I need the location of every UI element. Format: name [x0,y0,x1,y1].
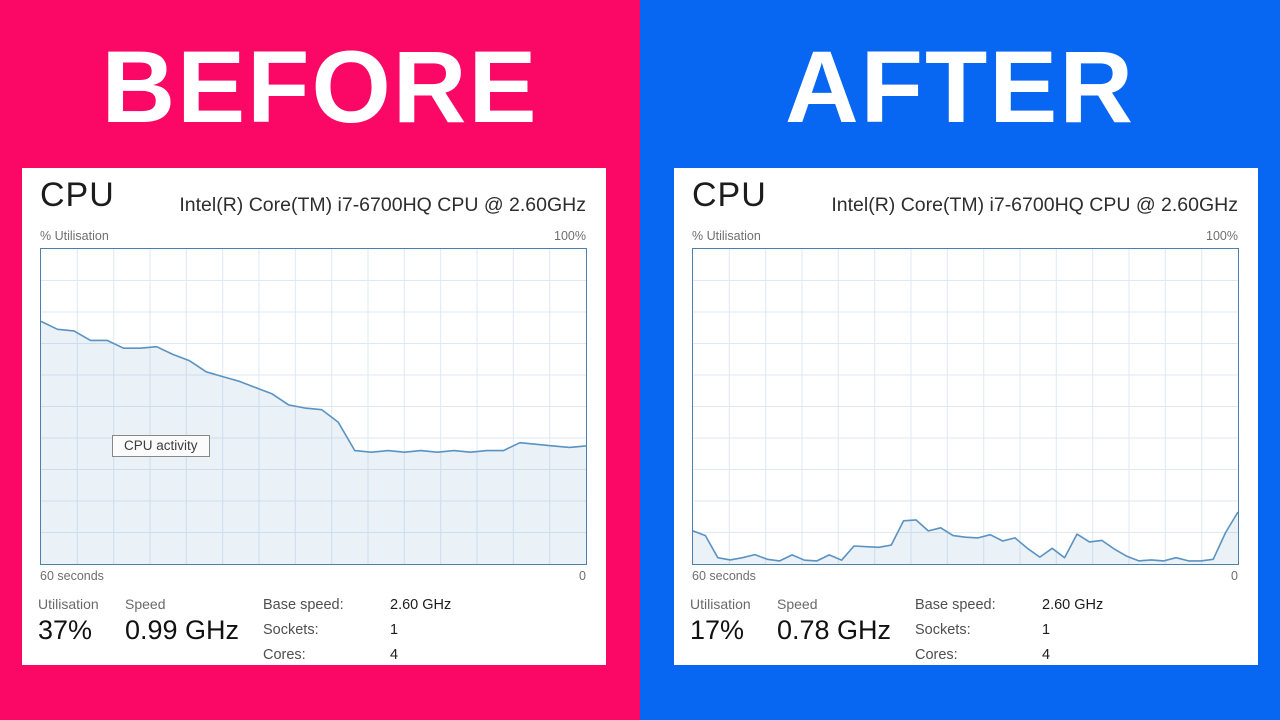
speed-value: 0.99 GHz [125,615,240,645]
cpu-usage-graph[interactable]: CPU activity [40,248,587,565]
before-section: BEFORE CPU Intel(R) Core(TM) i7-6700HQ C… [0,0,640,720]
detail-label: Cores: [263,647,306,663]
axis-label-0: 0 [579,569,586,583]
graph-top-axis: % Utilisation 100% [692,229,1238,243]
cpu-activity-tooltip: CPU activity [112,435,210,457]
detail-value: 1 [390,622,399,638]
utilisation-label: Utilisation [690,596,751,612]
axis-label-max: 100% [1206,229,1238,243]
utilisation-value: 37% [38,615,93,645]
cpu-model: Intel(R) Core(TM) i7-6700HQ CPU @ 2.60GH… [179,194,586,216]
detail-value: 4 [390,647,399,663]
speed-label: Speed [125,596,166,612]
usage-chart-svg [41,249,586,564]
detail-value: 2.60 GHz [1042,597,1104,613]
detail-value: 2.60 GHz [390,597,452,613]
after-section: AFTER CPU Intel(R) Core(TM) i7-6700HQ CP… [640,0,1280,720]
cpu-details: Base speed: 2.60 GHz Sockets: 1 Cores: 4 [915,597,1103,672]
speed-value: 0.78 GHz [777,615,892,645]
axis-label-0: 0 [1231,569,1238,583]
cpu-model: Intel(R) Core(TM) i7-6700HQ CPU @ 2.60GH… [831,194,1238,216]
detail-value: 1 [1042,622,1051,638]
detail-label: Base speed: [263,597,344,613]
detail-label: Sockets: [915,622,971,638]
before-heading: BEFORE [101,30,539,144]
utilisation-value: 17% [690,615,745,645]
graph-bottom-axis: 60 seconds 0 [40,569,586,583]
detail-label: Cores: [915,647,958,663]
detail-label: Sockets: [263,622,319,638]
cpu-title: CPU [692,176,767,214]
axis-label-max: 100% [554,229,586,243]
detail-value: 4 [1042,647,1051,663]
before-cpu-panel: CPU Intel(R) Core(TM) i7-6700HQ CPU @ 2.… [22,168,606,665]
axis-label-60s: 60 seconds [692,569,756,583]
cpu-title: CPU [40,176,115,214]
cpu-usage-graph[interactable] [692,248,1239,565]
axis-label-utilisation: % Utilisation [40,229,109,243]
usage-chart-svg [693,249,1238,564]
graph-bottom-axis: 60 seconds 0 [692,569,1238,583]
speed-label: Speed [777,596,818,612]
graph-top-axis: % Utilisation 100% [40,229,586,243]
after-heading: AFTER [785,30,1135,144]
axis-label-utilisation: % Utilisation [692,229,761,243]
after-cpu-panel: CPU Intel(R) Core(TM) i7-6700HQ CPU @ 2.… [674,168,1258,665]
utilisation-label: Utilisation [38,596,99,612]
cpu-details: Base speed: 2.60 GHz Sockets: 1 Cores: 4 [263,597,451,672]
detail-label: Base speed: [915,597,996,613]
axis-label-60s: 60 seconds [40,569,104,583]
